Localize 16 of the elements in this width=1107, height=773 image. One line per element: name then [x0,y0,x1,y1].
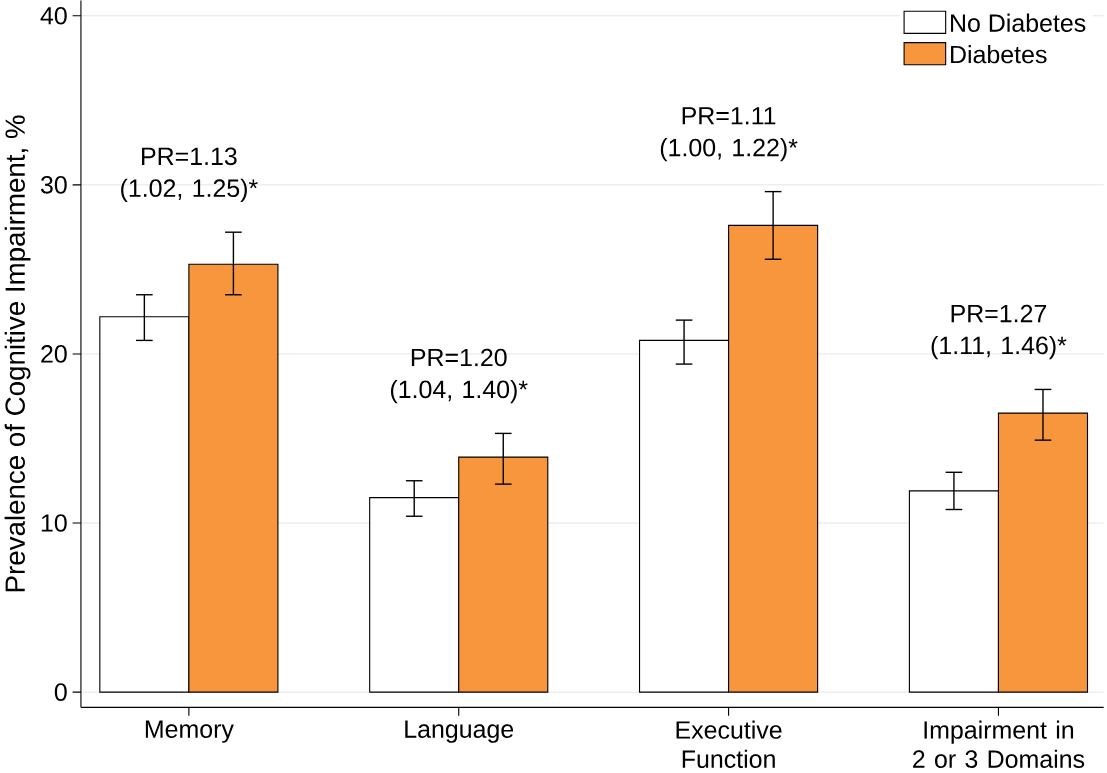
x-tick-label: Impairment in 2 or 3 Domains [913,720,1085,769]
y-tick-label: 40 [40,7,67,25]
annotation: PR=1.11 (1.00, 1.22)* [660,107,798,162]
y-tick-label: 10 [41,514,67,533]
annotation: PR=1.13 (1.02, 1.25)* [121,147,258,203]
y-tick-label: 0 [54,683,67,702]
x-tick-label: Memory [145,720,234,744]
y-tick-label: 20 [41,345,67,363]
legend-label: No Diabetes [951,13,1086,33]
annotation: PR=1.20 (1.04, 1.40)* [390,348,528,404]
y-axis-title: Prevalence of Cognitive Impairment, % [4,115,31,592]
x-tick-label: Language [405,720,514,744]
legend-label: Diabetes [951,45,1047,64]
x-tick-label: Executive Function [676,720,782,769]
annotation: PR=1.27 (1.11, 1.46)* [931,304,1067,360]
y-tick-label: 30 [40,176,67,194]
